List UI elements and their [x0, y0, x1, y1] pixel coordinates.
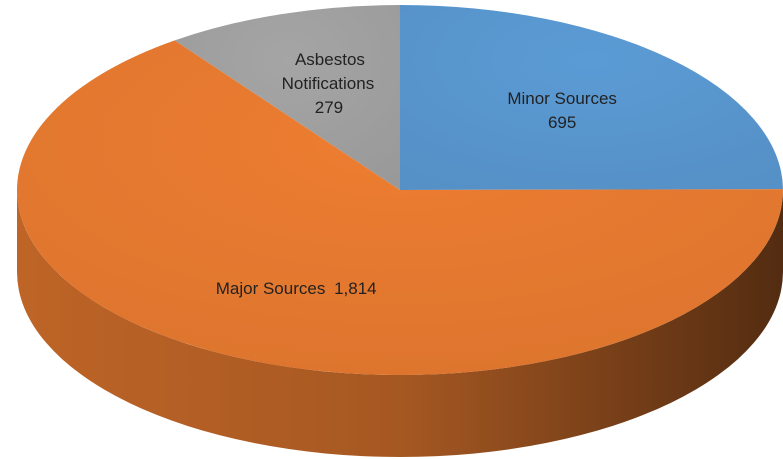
category-label: Minor Sources — [507, 89, 617, 109]
data-label: Major Sources 1,814 — [196, 277, 396, 301]
data-label: Asbestos Notifications 279 — [274, 48, 384, 120]
data-label: Minor Sources 695 — [497, 87, 627, 135]
pie-side — [17, 190, 783, 457]
value-label: 1,814 — [334, 279, 377, 299]
category-label: Asbestos Notifications — [281, 50, 375, 94]
category-label: Major Sources — [215, 279, 326, 299]
pie-slice — [174, 5, 400, 190]
pie-slice — [400, 5, 783, 190]
value-label: 279 — [314, 98, 344, 118]
value-label: 695 — [547, 113, 577, 133]
pie-slice — [16, 40, 783, 375]
